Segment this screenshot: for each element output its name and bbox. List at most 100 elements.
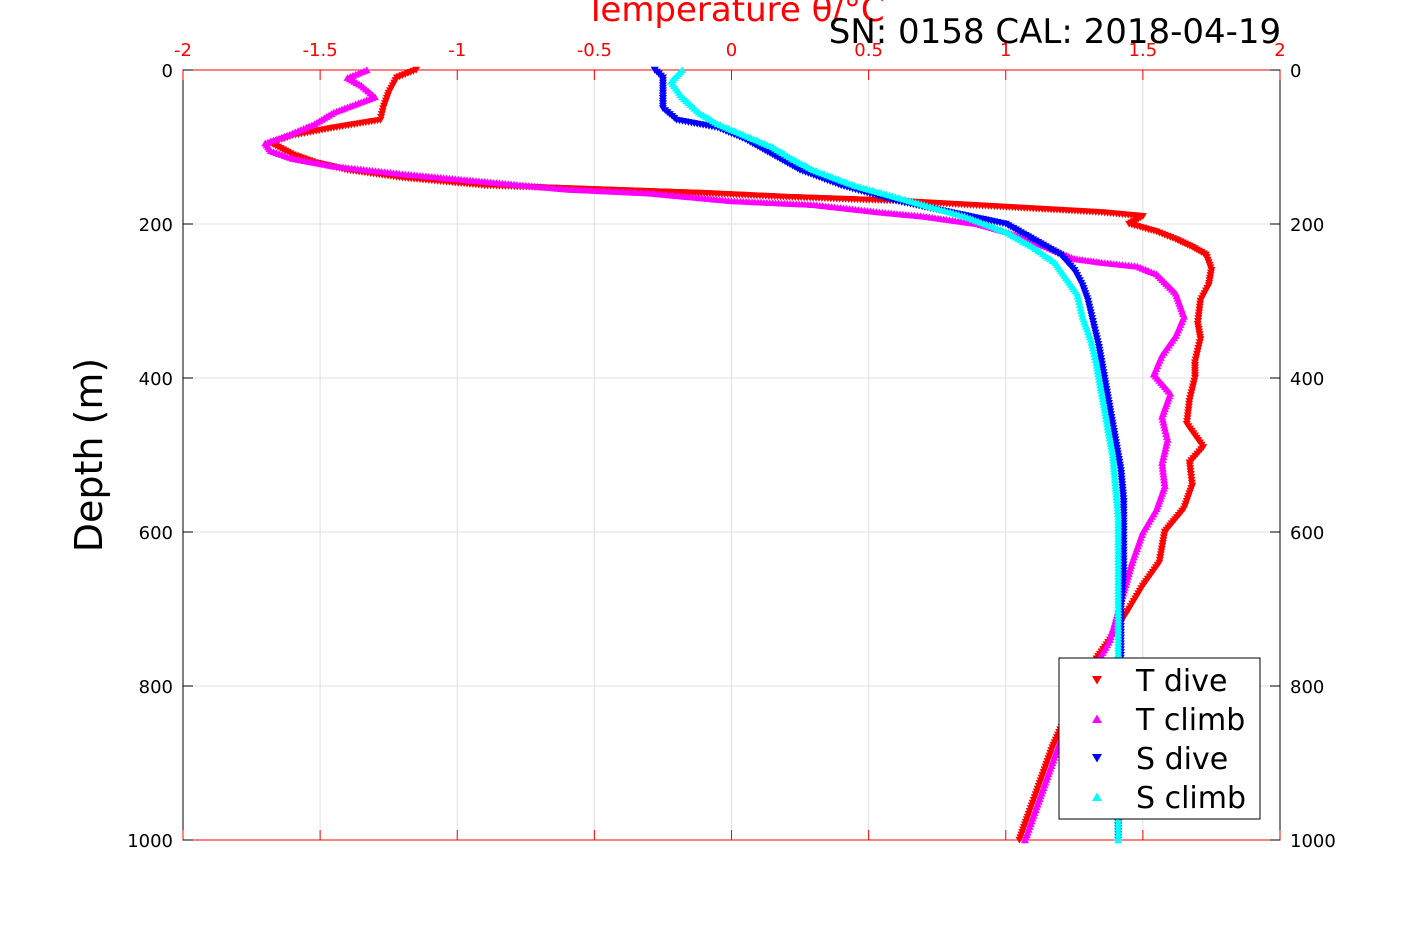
legend-label: S climb — [1136, 781, 1246, 816]
x-tick-label: 0.5 — [854, 40, 883, 61]
data-point — [1095, 375, 1104, 383]
data-point — [1088, 344, 1097, 352]
data-point — [1162, 441, 1171, 449]
data-point — [1015, 836, 1024, 844]
data-point — [1089, 347, 1098, 355]
data-point — [1163, 436, 1172, 443]
data-point — [1077, 309, 1086, 317]
data-point — [1106, 437, 1115, 445]
legend-marker — [1092, 676, 1102, 685]
y-tick-label-right: 400 — [1290, 369, 1324, 390]
data-point — [1158, 456, 1167, 464]
data-point — [1077, 307, 1086, 314]
series-s-dive — [650, 66, 1128, 844]
data-point — [1162, 433, 1171, 440]
y-tick-label-right: 0 — [1290, 61, 1301, 82]
y-tick-label-left: 800 — [139, 677, 173, 698]
data-point — [1075, 301, 1084, 309]
data-point — [1097, 389, 1106, 397]
legend-marker — [1092, 792, 1102, 801]
x-tick-label: 0 — [726, 40, 737, 61]
y-tick-label-left: 600 — [139, 523, 173, 544]
data-point — [1158, 459, 1167, 466]
legend-marker — [1092, 754, 1102, 763]
data-point — [1105, 434, 1114, 442]
data-point — [1090, 350, 1099, 358]
y-axis-ticks: 0 0 200 200 400 400 600 600 800 800 1000 1000 — [127, 61, 1336, 852]
data-point — [1086, 335, 1095, 343]
y-tick-label-right: 200 — [1290, 215, 1324, 236]
data-point — [1075, 298, 1084, 306]
data-point — [1093, 367, 1102, 375]
data-point — [1101, 412, 1110, 419]
data-point — [1160, 479, 1169, 487]
chart-title: SN: 0158 CAL: 2018-04-19 — [829, 12, 1281, 52]
data-point — [1094, 373, 1103, 380]
data-point — [1101, 409, 1110, 417]
data-point — [1098, 395, 1107, 403]
data-point — [1107, 445, 1116, 453]
data-point — [1074, 295, 1083, 303]
y-tick-label-left: 0 — [162, 61, 173, 82]
data-point — [1160, 450, 1169, 458]
data-point — [1096, 384, 1105, 391]
data-point — [1102, 415, 1111, 422]
data-point — [1161, 427, 1170, 435]
data-point — [1020, 836, 1029, 844]
data-point — [1088, 341, 1097, 349]
data-point — [1159, 473, 1168, 481]
y-tick-label-right: 1000 — [1290, 831, 1336, 852]
data-point — [1087, 338, 1096, 346]
data-point — [1108, 448, 1117, 456]
y-axis-title: Depth (m) — [67, 358, 111, 553]
legend-box — [1058, 657, 1261, 820]
legend: T dive T climb S dive S climb — [1058, 657, 1261, 820]
series-t-climb — [261, 66, 1189, 844]
data-point — [1158, 464, 1167, 472]
data-point — [1098, 392, 1107, 400]
data-point — [1159, 453, 1168, 461]
data-point — [1092, 361, 1101, 369]
data-point — [1158, 461, 1167, 469]
data-point — [1094, 370, 1103, 377]
data-point — [1159, 418, 1168, 426]
x-tick-label: 2 — [1274, 40, 1285, 61]
data-point — [1104, 429, 1113, 436]
data-point — [1073, 292, 1082, 300]
data-point — [1160, 476, 1169, 484]
data-point — [1076, 304, 1085, 311]
x-tick-label: -2 — [174, 40, 192, 61]
legend-marker — [1092, 714, 1102, 723]
y-tick-label-left: 200 — [139, 215, 173, 236]
data-point — [1161, 444, 1170, 452]
data-point — [1160, 424, 1169, 432]
data-point — [1114, 836, 1123, 844]
data-point — [1159, 470, 1168, 478]
data-point — [1103, 420, 1112, 428]
data-point — [1159, 467, 1168, 475]
data-point — [1099, 401, 1108, 408]
y-tick-label-right: 800 — [1290, 677, 1324, 698]
x-axis-title: Temperature θ/°C — [584, 0, 884, 30]
data-point — [1160, 447, 1169, 455]
data-point — [1093, 364, 1102, 372]
data-point — [1107, 443, 1116, 450]
x-tick-label: -0.5 — [577, 40, 612, 61]
x-tick-label: 1 — [1000, 40, 1011, 61]
data-point — [1073, 289, 1082, 297]
legend-label: S dive — [1136, 742, 1228, 777]
data-point — [1158, 412, 1167, 420]
x-tick-label: -1 — [448, 40, 466, 61]
data-point — [1106, 440, 1115, 447]
data-point — [1091, 356, 1100, 363]
data-point — [1162, 438, 1171, 446]
legend-label: T climb — [1135, 703, 1245, 738]
series-s-climb — [667, 66, 1123, 844]
y-tick-label-left: 400 — [139, 369, 173, 390]
data-point — [1096, 381, 1105, 389]
data-point — [1099, 398, 1108, 405]
data-point — [1103, 423, 1112, 431]
x-tick-label: -1.5 — [303, 40, 338, 61]
x-tick-label: 1.5 — [1129, 40, 1158, 61]
